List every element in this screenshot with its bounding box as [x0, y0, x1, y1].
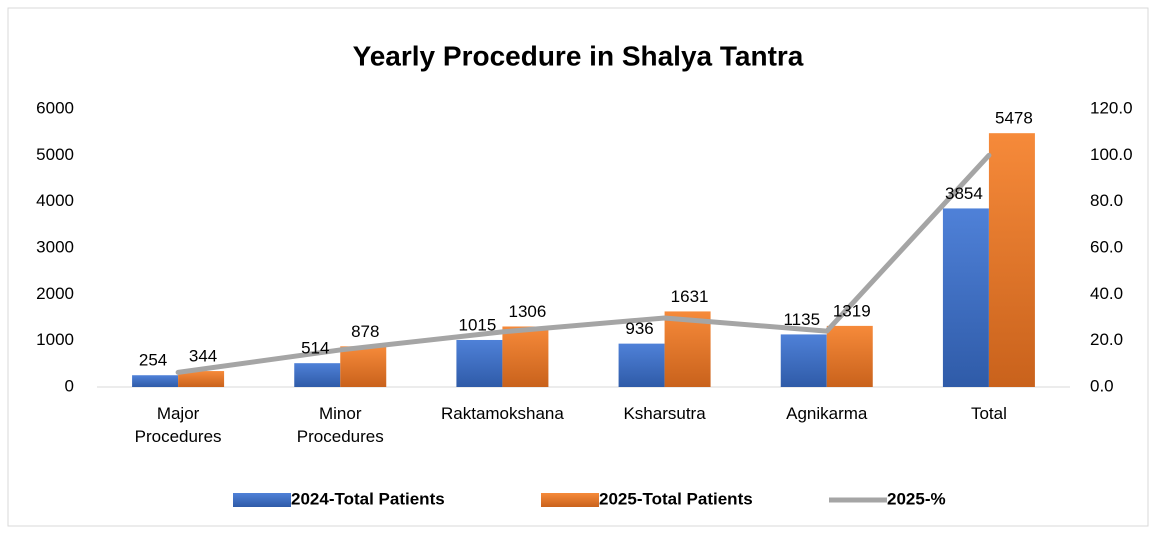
bar: [456, 339, 503, 387]
data-label: 514: [301, 339, 329, 358]
legend-label: 2025-Total Patients: [599, 489, 753, 508]
data-label: 1319: [833, 301, 871, 320]
data-label: 1306: [509, 302, 547, 321]
y-tick-label: 2000: [36, 284, 74, 303]
bar: [132, 375, 179, 387]
y2-tick-label: 20.0: [1090, 330, 1123, 349]
legend-label: 2025-%: [887, 489, 946, 508]
y2-tick-label: 60.0: [1090, 237, 1123, 256]
bar: [178, 371, 225, 387]
data-label: 1135: [783, 310, 820, 329]
legend-label: 2024-Total Patients: [291, 489, 445, 508]
data-label: 936: [625, 319, 653, 338]
bar: [294, 363, 341, 387]
bar: [988, 133, 1035, 387]
y2-tick-label: 0.0: [1090, 376, 1114, 395]
y-tick-label: 1000: [36, 330, 74, 349]
bar: [618, 343, 665, 387]
line-series: [175, 152, 992, 375]
data-label: 1631: [671, 287, 709, 306]
bar: [942, 208, 989, 387]
chart-title: Yearly Procedure in Shalya Tantra: [353, 40, 804, 71]
bar: [340, 346, 387, 387]
bar: [502, 326, 549, 387]
x-tick-label: Total: [970, 404, 1007, 423]
y-tick-label: 0: [65, 376, 74, 395]
y2-tick-label: 80.0: [1090, 191, 1123, 210]
x-tick-label: Raktamokshana: [440, 404, 564, 423]
data-label: 344: [189, 347, 217, 366]
data-label: 1015: [459, 315, 497, 334]
x-tick-label: Major Procedures: [134, 404, 222, 446]
y2-tick-label: 40.0: [1090, 284, 1123, 303]
y-tick-label: 5000: [36, 145, 74, 164]
data-label: 5478: [995, 109, 1033, 128]
bar: [826, 325, 873, 387]
x-tick-label: Minor Procedures: [296, 404, 384, 446]
bar: [664, 311, 711, 387]
data-label: 3854: [945, 184, 983, 203]
data-label: 878: [351, 322, 379, 341]
y-tick-label: 3000: [36, 237, 74, 256]
data-label: 254: [139, 351, 167, 370]
legend-swatch: [233, 493, 291, 507]
bar: [780, 334, 827, 387]
y2-tick-label: 120.0: [1090, 98, 1133, 117]
y2-tick-label: 100.0: [1090, 145, 1133, 164]
legend-swatch: [541, 493, 599, 507]
y-tick-label: 4000: [36, 191, 74, 210]
x-tick-label: Agnikarma: [786, 404, 868, 423]
x-tick-label: Ksharsutra: [623, 404, 706, 423]
y-tick-label: 6000: [36, 98, 74, 117]
